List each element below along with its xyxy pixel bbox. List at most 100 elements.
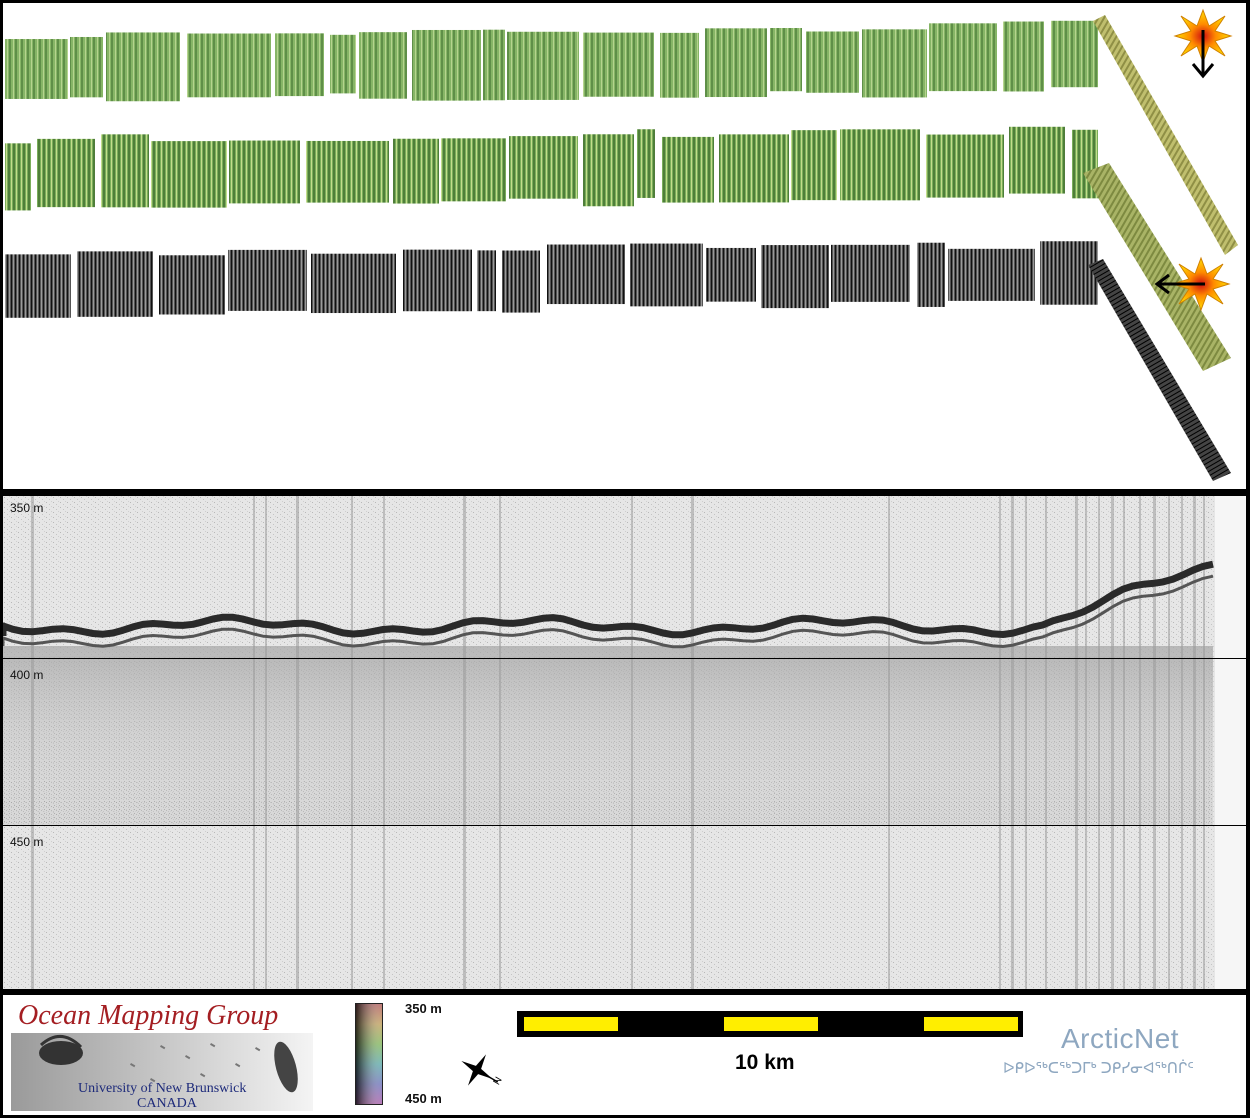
swath-segment: [359, 32, 407, 99]
swath-segment: [483, 29, 505, 101]
swath-segment: [831, 244, 910, 302]
depth-colorbar: [355, 1003, 383, 1105]
swath-segment: [1051, 20, 1098, 88]
swath-segment: [70, 36, 103, 98]
scale-bar-label: 10 km: [735, 1051, 795, 1074]
ping-line: [1098, 496, 1100, 989]
swath-segment: [583, 134, 634, 207]
swath-segment: [948, 248, 1035, 301]
ping-line: [296, 496, 299, 989]
swath-segment: [151, 141, 227, 208]
ping-line: [1111, 496, 1114, 989]
seafloor-reflector: [3, 560, 1214, 639]
swath-segment: [929, 23, 997, 92]
ping-line: [691, 496, 694, 989]
arrow-left-icon: [1154, 273, 1205, 295]
swath-segment: [660, 32, 699, 98]
org-logo-image: [11, 1033, 313, 1111]
swath-segment: [705, 28, 767, 98]
swath-segment: [441, 138, 506, 202]
ping-line: [253, 496, 255, 989]
colorbar-top-label: 350 m: [405, 1001, 442, 1016]
swath-segment: [477, 250, 496, 312]
ping-line: [1139, 496, 1141, 989]
swath-segment: [229, 140, 300, 204]
ping-line: [1203, 496, 1205, 989]
north-arrow-icon: N: [461, 1054, 505, 1087]
swath-segment: [311, 253, 396, 314]
swath-segment: [306, 140, 389, 203]
partner-logo-name: ArcticNet: [1061, 1023, 1180, 1054]
swath-segment: [637, 129, 655, 198]
ping-line: [265, 496, 267, 989]
swath-segment: [393, 138, 439, 204]
swath-segment: [791, 130, 837, 201]
swath-segment: [37, 138, 95, 208]
swath-segment: [1009, 126, 1065, 194]
ping-line: [1168, 496, 1170, 989]
arrow-down-icon: [1191, 30, 1215, 79]
org-logo-title: Ocean Mapping Group: [18, 1000, 279, 1031]
swath-segment: [228, 249, 307, 311]
swath-segment: [502, 250, 540, 313]
swath-segment: [403, 249, 472, 312]
scale-bar: [517, 1011, 1023, 1037]
seafloor-multiple: [3, 574, 1214, 649]
bathymetry-strip-2: [5, 126, 1098, 211]
ping-line: [1181, 496, 1183, 989]
depth-label-400: 400 m: [10, 668, 44, 682]
sub-bottom-profile: [3, 496, 1246, 989]
swath-segment: [187, 33, 271, 98]
ping-line: [888, 496, 890, 989]
ping-line: [383, 496, 385, 989]
ping-line: [999, 496, 1001, 989]
swath-segment: [5, 39, 68, 99]
swath-segment: [583, 32, 654, 97]
footer-legend: Ocean Mapping Group University of New Br…: [3, 995, 1246, 1115]
depth-label-450: 450 m: [10, 835, 44, 849]
depth-gridline-400: [3, 658, 1246, 659]
bathymetry-strip-1: [5, 20, 1098, 102]
ping-line: [463, 496, 466, 989]
ping-line: [1045, 496, 1047, 989]
swath-segment: [507, 31, 579, 100]
end-marker: [1154, 256, 1231, 312]
depth-label-350: 350 m: [10, 501, 44, 515]
svg-text:N: N: [492, 1075, 505, 1087]
swath-segment: [719, 134, 789, 203]
swath-segment: [106, 32, 180, 102]
turn-segment-2: [1083, 163, 1231, 371]
swath-segment: [862, 29, 927, 98]
swath-segment: [761, 245, 829, 309]
swath-segment: [840, 129, 920, 201]
org-university: University of New Brunswick: [78, 1081, 247, 1096]
swath-segment: [330, 34, 356, 94]
ping-artifacts: [31, 496, 1205, 989]
swath-segment: [662, 136, 714, 203]
swath-segment: [926, 134, 1004, 198]
swath-segment: [770, 28, 802, 92]
sub-bottom-profile-panel: 350 m 400 m 450 m: [3, 496, 1246, 989]
swath-segment: [547, 244, 625, 305]
ping-line: [1075, 496, 1078, 989]
ping-line: [351, 496, 353, 989]
swath-segment: [1040, 241, 1098, 305]
ping-line: [499, 496, 501, 989]
turn-segment-1: [1093, 15, 1238, 255]
swath-segment: [77, 251, 153, 317]
colorbar-bottom-label: 450 m: [405, 1091, 442, 1106]
swath-segment: [917, 242, 945, 307]
swath-map-panel: [3, 3, 1246, 489]
ping-line: [631, 496, 633, 989]
swath-segment: [706, 247, 756, 302]
partner-logo-inuktitut: ᐅᑭᐅᖅᑕᖅᑐᒥᒃ ᑐᑭᓯᓂᐊᖅᑎᒌᑦ: [1003, 1060, 1194, 1077]
org-country: CANADA: [137, 1096, 197, 1111]
swath-segment: [1003, 21, 1044, 92]
swath-segment: [509, 136, 578, 199]
turn-segment-3: [1088, 259, 1231, 481]
ping-line: [1085, 496, 1087, 989]
ping-line: [1193, 496, 1196, 989]
backscatter-strip: [5, 241, 1098, 318]
swath-segment: [806, 31, 859, 93]
ping-line: [1011, 496, 1014, 989]
